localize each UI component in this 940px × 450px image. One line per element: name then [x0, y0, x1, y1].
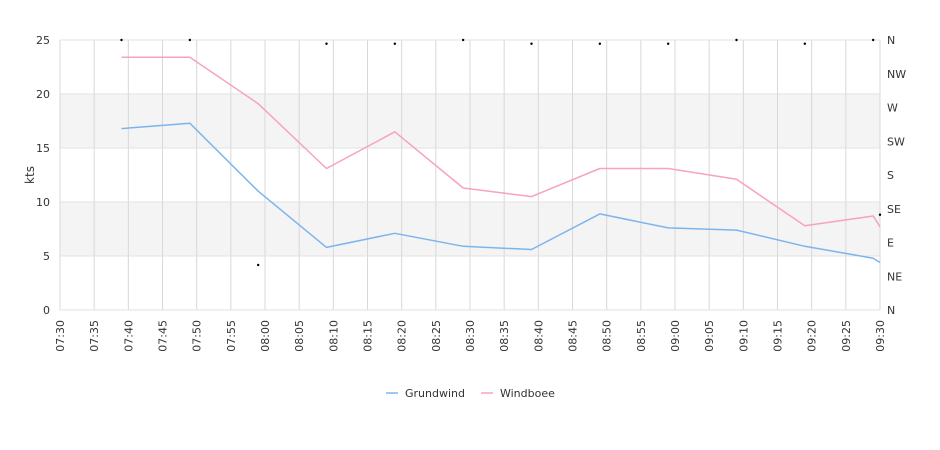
x-tick-label: 08:15 — [362, 320, 375, 352]
direction-tick-label: NE — [887, 270, 902, 283]
direction-point — [878, 213, 882, 216]
direction-point — [461, 38, 465, 42]
y-tick-label: 0 — [43, 304, 50, 317]
x-tick-label: 09:10 — [737, 320, 750, 352]
x-tick-label: 07:45 — [157, 320, 170, 352]
legend-label-windboee: Windboee — [500, 387, 555, 400]
vertical-gridlines — [59, 40, 881, 310]
direction-tick-label: W — [887, 102, 898, 115]
direction-point — [666, 42, 670, 45]
x-tick-label: 08:20 — [396, 320, 409, 352]
x-tick-label: 07:35 — [88, 320, 101, 352]
x-tick-label: 09:00 — [669, 320, 682, 352]
direction-point — [598, 42, 602, 45]
x-tick-label: 07:40 — [122, 320, 135, 352]
direction-tick-label: S — [887, 169, 894, 182]
direction-point — [871, 38, 875, 42]
x-tick-label: 08:10 — [327, 320, 340, 352]
direction-point — [256, 263, 260, 267]
x-tick-label: 09:30 — [874, 320, 887, 352]
x-tick-label: 09:20 — [806, 320, 819, 352]
direction-axis-ticks: N NE E SE S SW W NW N — [887, 34, 906, 317]
x-tick-label: 08:50 — [601, 320, 614, 352]
x-tick-label: 08:25 — [430, 320, 443, 352]
x-tick-label: 07:50 — [191, 320, 204, 352]
x-tick-label: 08:00 — [259, 320, 272, 352]
y-tick-label: 25 — [36, 34, 50, 47]
x-tick-label: 08:30 — [464, 320, 477, 352]
x-tick-label: 08:35 — [498, 320, 511, 352]
direction-tick-label: SE — [887, 203, 901, 216]
x-tick-label: 09:15 — [772, 320, 785, 352]
direction-point — [803, 42, 807, 45]
direction-tick-label: N — [887, 304, 895, 317]
horizontal-gridlines — [60, 39, 880, 311]
y-tick-label: 20 — [36, 88, 50, 101]
direction-tick-label: N — [887, 34, 895, 47]
direction-points — [120, 38, 882, 267]
series-lines — [121, 56, 881, 264]
legend-label-grundwind: Grundwind — [405, 387, 465, 400]
direction-point — [120, 38, 123, 42]
y-axis-label: kts — [23, 166, 37, 184]
x-tick-label: 08:05 — [293, 320, 306, 352]
y-axis-ticks: 0 5 10 15 20 25 — [36, 34, 50, 317]
x-tick-label: 08:45 — [567, 320, 580, 352]
series-line-windboee — [121, 56, 881, 228]
x-tick-label: 07:30 — [54, 320, 67, 352]
direction-tick-label: E — [887, 237, 894, 250]
direction-point — [735, 38, 738, 42]
x-tick-label: 07:55 — [225, 320, 238, 352]
x-tick-label: 08:40 — [532, 320, 545, 352]
y-tick-label: 10 — [36, 196, 50, 209]
x-tick-label: 09:05 — [703, 320, 716, 352]
x-tick-label: 08:55 — [635, 320, 648, 352]
series-line-grundwind — [121, 122, 881, 264]
direction-point — [188, 38, 192, 42]
direction-point — [393, 42, 397, 45]
y-tick-label: 5 — [43, 250, 50, 263]
direction-tick-label: NW — [887, 68, 906, 81]
y-tick-label: 15 — [36, 142, 50, 155]
direction-point — [325, 42, 328, 45]
direction-point — [530, 42, 533, 45]
legend[interactable]: Grundwind Windboee — [386, 387, 555, 400]
direction-tick-label: SW — [887, 135, 905, 148]
x-axis-ticks: 07:30 07:35 07:40 07:45 07:50 07:55 08:00 08:05… — [54, 320, 887, 352]
x-tick-label: 09:25 — [840, 320, 853, 352]
